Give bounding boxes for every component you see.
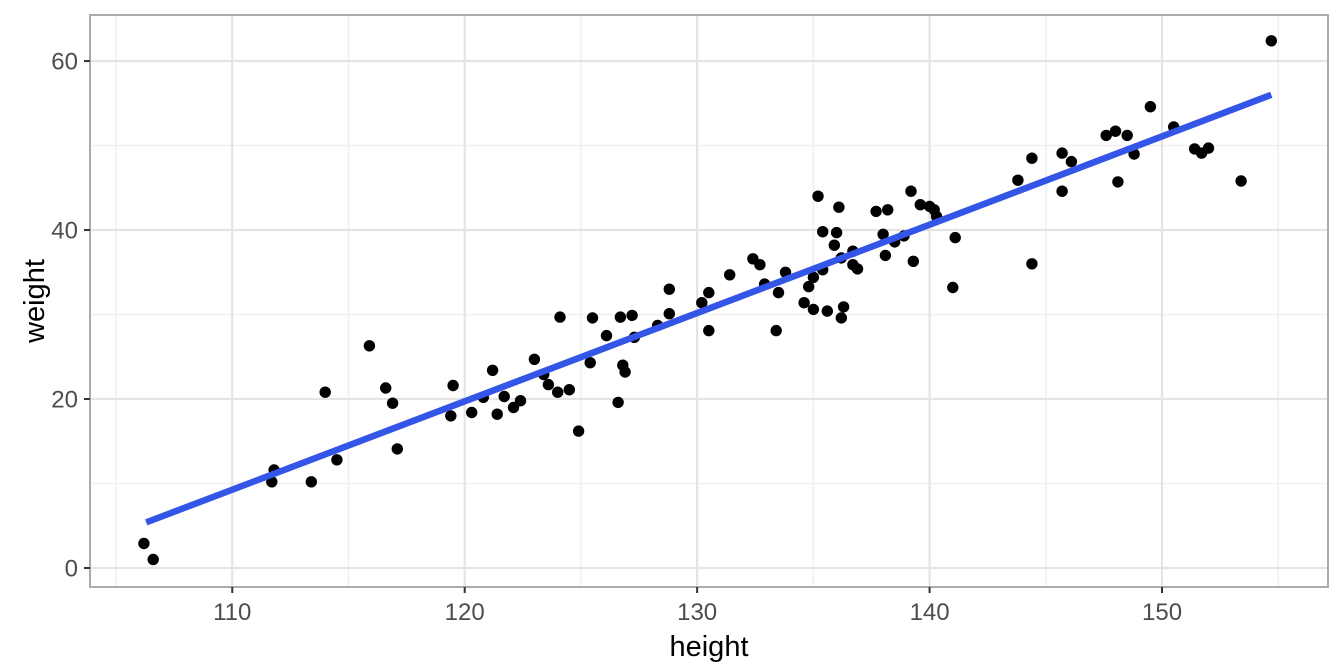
data-point xyxy=(1235,175,1247,187)
data-point xyxy=(837,301,850,313)
data-point xyxy=(363,340,376,352)
x-tick-label: 110 xyxy=(213,599,251,626)
data-point xyxy=(498,390,510,403)
minor-gridlines xyxy=(90,15,1328,587)
data-point xyxy=(907,255,919,267)
data-point xyxy=(1265,35,1278,47)
data-point xyxy=(905,185,917,197)
data-point xyxy=(447,379,459,392)
data-point xyxy=(821,305,833,317)
data-point xyxy=(138,537,150,550)
y-tick-label: 20 xyxy=(51,387,78,414)
y-axis-title: weight xyxy=(19,259,51,344)
y-tick-label: 60 xyxy=(51,49,78,76)
y-tick-label: 40 xyxy=(51,218,78,245)
data-point xyxy=(877,228,889,240)
data-point xyxy=(626,309,638,322)
data-point xyxy=(703,286,715,299)
x-tick-label: 140 xyxy=(910,599,950,626)
data-point xyxy=(319,386,331,398)
data-point xyxy=(528,353,541,365)
data-point xyxy=(870,205,882,218)
data-point xyxy=(1056,147,1068,159)
data-point xyxy=(514,395,527,407)
data-point xyxy=(1026,152,1038,164)
x-tick-label: 130 xyxy=(677,599,717,626)
data-point xyxy=(663,283,675,295)
data-point xyxy=(466,406,478,419)
data-point xyxy=(1065,155,1078,168)
data-point xyxy=(835,312,847,324)
data-point xyxy=(147,553,159,566)
data-point xyxy=(851,263,864,275)
data-point xyxy=(703,324,715,337)
data-point xyxy=(1112,176,1124,188)
data-point xyxy=(798,297,810,309)
data-point xyxy=(542,378,555,391)
data-point xyxy=(486,364,499,376)
data-point xyxy=(772,286,785,299)
data-point xyxy=(1026,258,1038,270)
data-point xyxy=(619,366,631,378)
data-point xyxy=(507,401,520,414)
x-tick-label: 150 xyxy=(1142,599,1182,626)
data-point xyxy=(1012,174,1024,186)
data-point xyxy=(947,281,959,294)
data-point xyxy=(882,204,894,216)
data-point xyxy=(600,329,613,342)
data-point xyxy=(380,382,392,394)
data-point xyxy=(663,308,675,320)
x-axis-title: height xyxy=(669,631,748,663)
data-point xyxy=(1202,142,1215,154)
data-point xyxy=(563,384,575,396)
data-point xyxy=(833,201,845,213)
data-point xyxy=(614,311,627,323)
data-point xyxy=(879,249,892,262)
data-point xyxy=(1100,129,1112,142)
data-point xyxy=(830,226,843,239)
data-point xyxy=(1109,125,1122,137)
data-point xyxy=(554,311,566,323)
data-point xyxy=(828,239,840,251)
data-point xyxy=(491,408,503,420)
y-tick-label: 0 xyxy=(65,555,78,582)
data-point xyxy=(807,271,820,283)
x-tick-label: 120 xyxy=(445,599,485,626)
data-point xyxy=(391,443,403,455)
data-point xyxy=(817,226,829,238)
axis-tick-labels: 110 120 130 140 150 0 20 40 60 xyxy=(51,49,1182,626)
data-point xyxy=(1056,185,1068,197)
data-point xyxy=(696,297,708,309)
panel-border xyxy=(89,14,1329,588)
data-point xyxy=(807,303,820,316)
data-point xyxy=(754,259,766,271)
data-point xyxy=(770,324,782,337)
data-point xyxy=(331,454,343,466)
panel-background xyxy=(90,15,1328,587)
data-point xyxy=(572,425,585,437)
data-point xyxy=(803,280,815,293)
data-point xyxy=(1144,101,1157,113)
data-point xyxy=(386,397,399,409)
data-point xyxy=(1121,129,1133,142)
data-point xyxy=(914,199,926,211)
data-point xyxy=(724,269,736,281)
trend-line xyxy=(145,91,1273,526)
data-point xyxy=(584,357,596,369)
major-gridlines xyxy=(90,15,1328,587)
data-point xyxy=(612,396,624,409)
data-point xyxy=(586,312,599,324)
trend-line-layer xyxy=(145,91,1273,526)
data-point xyxy=(445,410,457,422)
axis-ticks xyxy=(84,60,1164,593)
data-point xyxy=(552,386,564,398)
data-point xyxy=(949,231,961,244)
data-point xyxy=(305,476,317,488)
data-point xyxy=(812,190,824,202)
